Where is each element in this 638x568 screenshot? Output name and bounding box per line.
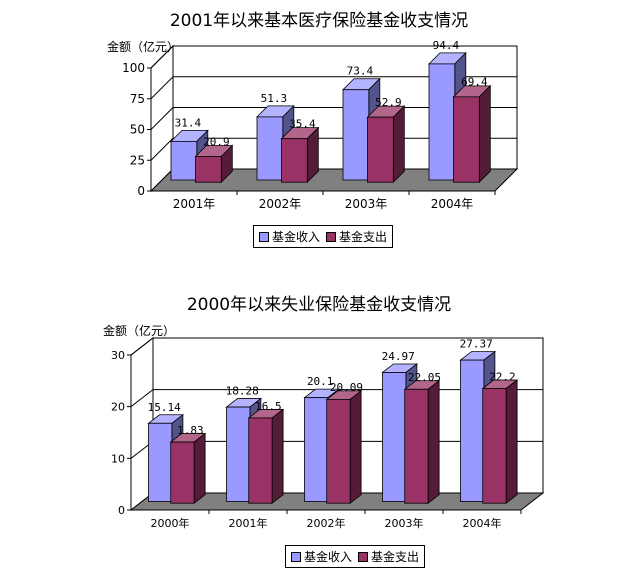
chart1-y-tick-label: 100 xyxy=(122,61,145,75)
chart1-x-tick-label: 2004年 xyxy=(431,197,474,211)
chart2-x-tick-label: 2004年 xyxy=(463,516,502,530)
chart2-title: 2000年以来失业保险基金收支情况 xyxy=(186,295,452,315)
chart2-bar-income-front xyxy=(382,372,407,502)
chart2-value-label-expense: 22.2 xyxy=(489,370,516,383)
chart1-bar-expense-side xyxy=(478,84,491,184)
chart1-bar-expense-front xyxy=(367,116,394,183)
chart2-value-label-expense: 22.05 xyxy=(408,371,441,384)
chart2-bar-income-front xyxy=(226,406,251,502)
chart2-bar-expense-side xyxy=(349,390,362,505)
chart1-bar-income-front xyxy=(428,63,456,181)
chart2-bar-income-front xyxy=(304,397,329,502)
chart1-bar-income-front xyxy=(342,89,370,181)
chart1-value-label-income: 73.4 xyxy=(347,65,374,78)
chart1-legend-expense: 基金支出 xyxy=(326,228,387,245)
chart1-gridline xyxy=(150,45,517,69)
chart2-value-label-expense: 1.83 xyxy=(177,424,204,437)
chart2-legend-expense-label: 基金支出 xyxy=(371,550,420,564)
chart1-bar-expense-side xyxy=(392,105,405,184)
chart1-y-tick-label: 75 xyxy=(130,92,145,106)
chart1-value-label-expense: 20.9 xyxy=(203,135,230,148)
chart2-legend-income: 基金收入 xyxy=(291,548,352,565)
chart2-legend-income-label: 基金收入 xyxy=(304,550,353,564)
chart1-bar-expense-front xyxy=(195,156,222,183)
chart2-x-tick-label: 2003年 xyxy=(385,516,424,530)
chart1-value-label-income: 94.4 xyxy=(433,39,460,52)
chart1-bar-expense xyxy=(452,84,492,184)
chart2-y-tick-label: 20 xyxy=(111,401,125,414)
chart2-bar-expense-front xyxy=(326,399,351,504)
chart2-bar-expense xyxy=(403,379,441,505)
chart1-value-label-expense: 35.4 xyxy=(289,117,316,130)
chart2-bar-expense-side xyxy=(427,379,440,505)
chart2-bar-income-front xyxy=(460,359,485,502)
chart1-x-tick-label: 2001年 xyxy=(173,197,216,211)
chart2-bar-expense xyxy=(247,408,285,505)
chart1-value-label-income: 31.4 xyxy=(175,116,202,129)
chart1-bar-income-front xyxy=(170,140,198,181)
chart2-bar-expense-front xyxy=(170,441,195,504)
chart2-x-tick-label: 2001年 xyxy=(229,516,268,530)
chart2-y-tick-label: 10 xyxy=(111,452,125,465)
chart2-y-tick-label: 0 xyxy=(118,504,125,517)
expense-swatch xyxy=(326,231,337,242)
chart2-x-tick-label: 2000年 xyxy=(151,516,190,530)
chart1-title: 2001年以来基本医疗保险基金收支情况 xyxy=(169,11,469,31)
chart2-value-label-income: 15.14 xyxy=(148,401,181,414)
income-swatch xyxy=(259,231,269,242)
income-swatch xyxy=(291,551,301,562)
chart2-bar-expense-side xyxy=(505,379,518,505)
chart2-value-label-income: 20.1 xyxy=(307,375,334,388)
chart2-gridline xyxy=(130,337,543,356)
chart1-legend-income: 基金收入 xyxy=(259,228,320,245)
chart1-legend-expense-label: 基金支出 xyxy=(339,230,388,244)
chart2-legend-expense: 基金支出 xyxy=(358,548,419,565)
chart1-bar-expense xyxy=(366,105,406,184)
chart2-bar-expense-front xyxy=(404,388,429,504)
chart1-y-axis-label: 金额（亿元） xyxy=(107,40,180,54)
chart1-value-label-income: 51.3 xyxy=(261,92,288,105)
chart2-bar-income-front xyxy=(148,422,173,502)
chart2-bar-expense xyxy=(169,432,207,505)
chart2-bar-expense-front xyxy=(248,417,273,504)
chart2-legend: 基金收入 基金支出 xyxy=(285,545,426,568)
chart2-value-label-income: 27.37 xyxy=(460,338,493,351)
chart1-bar-expense xyxy=(194,144,234,184)
chart2-x-tick-label: 2002年 xyxy=(307,516,346,530)
chart1-x-tick-label: 2003年 xyxy=(345,197,388,211)
chart2-y-axis-label: 金额（亿元） xyxy=(103,324,176,338)
chart1-bar-income-front xyxy=(256,116,284,181)
chart1-value-label-expense: 52.9 xyxy=(375,96,402,109)
chart2-value-label-expense: 16.5 xyxy=(255,400,282,413)
chart1-bar-expense-front xyxy=(453,96,480,183)
chart1-bar-expense xyxy=(280,126,320,184)
chart1-bar-expense-front xyxy=(281,138,308,183)
expense-swatch xyxy=(358,551,369,562)
chart1-y-tick-label: 50 xyxy=(130,123,145,137)
chart1-gridline xyxy=(150,76,517,100)
chart2-bar-expense xyxy=(325,390,363,505)
chart2-bar-expense-front xyxy=(482,388,507,504)
chart1-y-tick-label: 0 xyxy=(137,184,145,198)
chart1-legend-income-label: 基金收入 xyxy=(272,230,321,244)
chart2-value-label-income: 24.97 xyxy=(382,350,415,363)
chart2-value-label-income: 18.28 xyxy=(226,385,259,398)
chart2-bar-expense-side xyxy=(271,408,284,505)
chart1-x-tick-label: 2002年 xyxy=(259,197,302,211)
chart1-y-tick-label: 25 xyxy=(130,153,145,167)
chart2-bar-expense xyxy=(481,379,519,505)
chart2-bar-expense-side xyxy=(193,432,206,505)
chart2-value-label-expense: 20.09 xyxy=(330,381,363,394)
chart1-legend: 基金收入 基金支出 xyxy=(253,225,394,248)
chart1-value-label-expense: 69.4 xyxy=(461,76,488,89)
chart2-y-tick-label: 30 xyxy=(111,349,125,362)
